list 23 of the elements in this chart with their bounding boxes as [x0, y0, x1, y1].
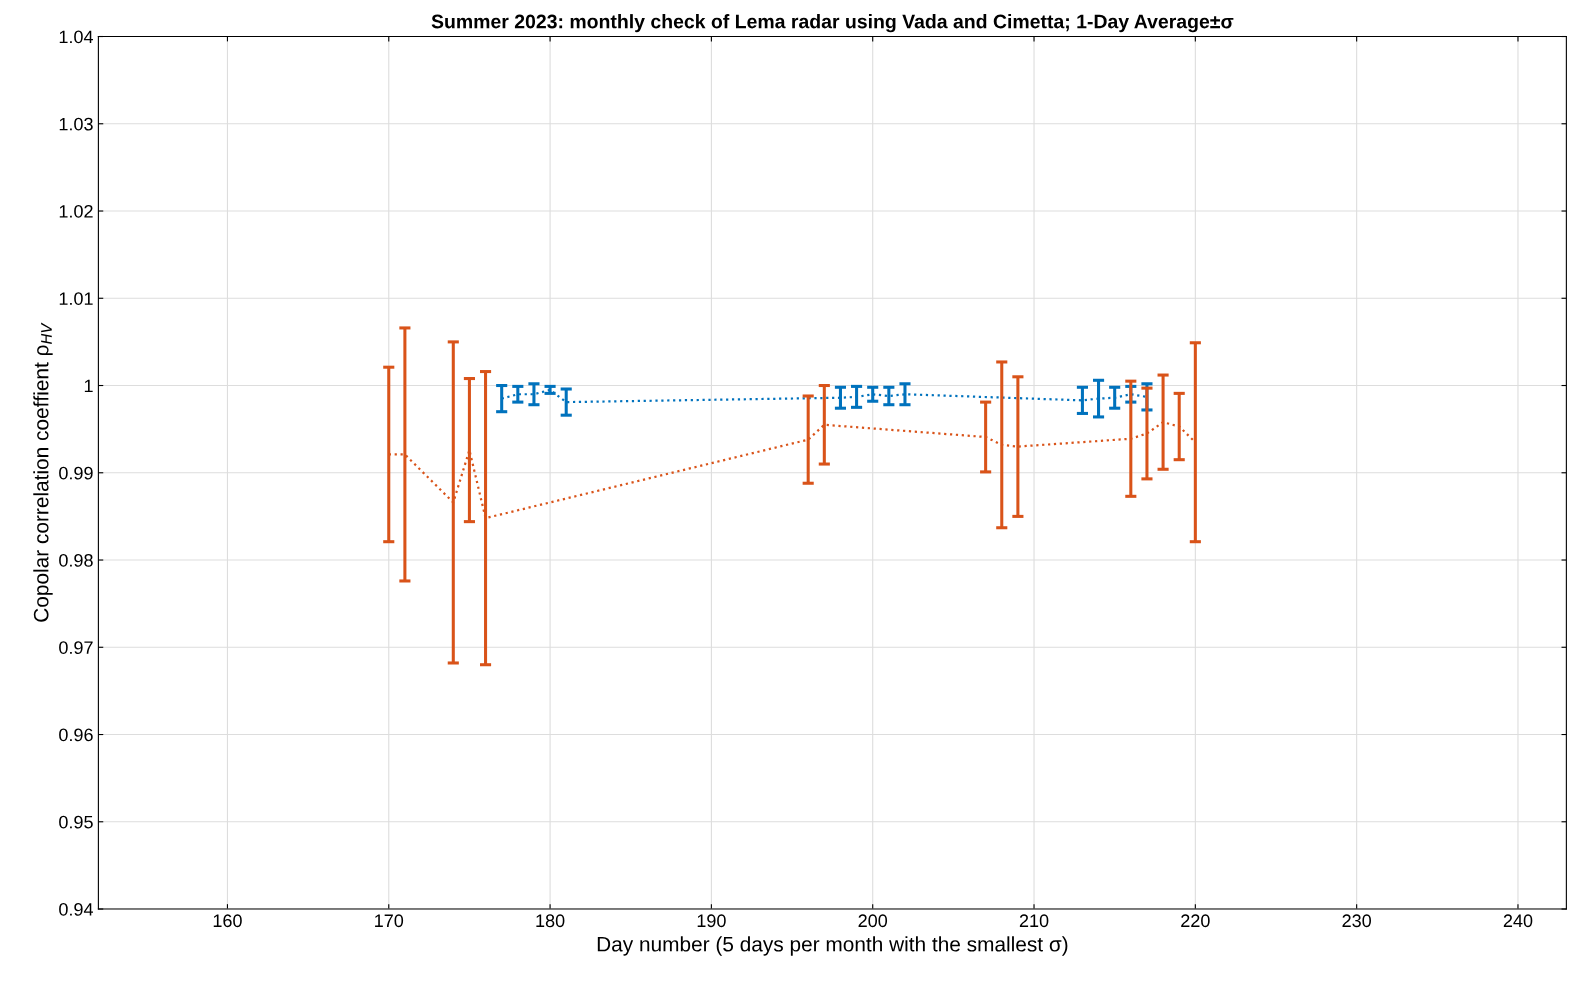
x-tick-label: 190 [697, 914, 726, 928]
x-tick-label: 230 [1342, 914, 1372, 928]
y-tick-label: 0.94 [59, 902, 94, 916]
x-tick-label: 220 [1181, 914, 1210, 928]
y-axis-title: Copolar correlation coeffient ρ$_{HV}$ [33, 322, 53, 622]
x-axis-title: Day number (5 days per month with the smallest σ) [597, 936, 1068, 956]
y-tick-label: 0.95 [59, 815, 93, 829]
y-tick-label: 1.01 [59, 292, 93, 305]
y-tick-label: 1 [84, 379, 93, 393]
chart-title: Summer 2023: monthly check of Lema radar using Vada and Cimetta; 1-Day Average±σ [431, 14, 1234, 33]
y-tick-label: 1.04 [59, 30, 94, 44]
y-tick-label: 0.99 [59, 466, 93, 480]
x-tick-label: 200 [858, 914, 888, 928]
y-tick-label: 0.96 [59, 728, 93, 742]
y-tick-label: 0.98 [59, 553, 93, 567]
y-tick-label: 0.97 [59, 641, 93, 654]
x-tick-label: 210 [1019, 914, 1049, 928]
y-tick-label: 1.03 [59, 117, 93, 131]
y-tick-label: 1.02 [59, 204, 93, 218]
x-tick-label: 180 [536, 914, 565, 928]
x-tick-label: 160 [213, 914, 242, 928]
x-tick-label: 240 [1503, 914, 1533, 928]
x-tick-label: 170 [375, 914, 404, 928]
